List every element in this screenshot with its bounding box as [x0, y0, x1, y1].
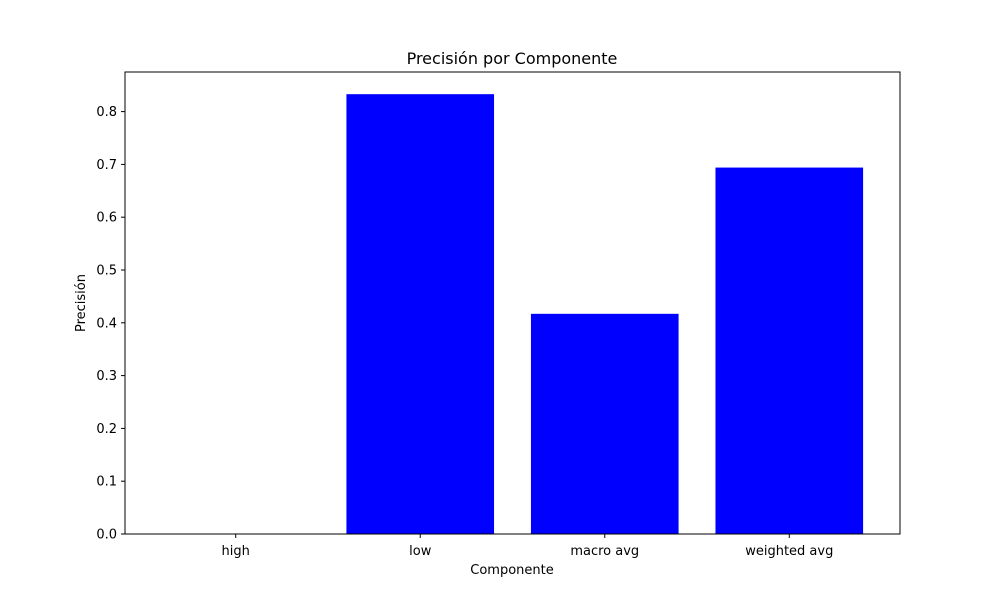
- bar-weighted-avg: [715, 167, 864, 534]
- y-axis-label: Precisión: [74, 274, 89, 332]
- plot-frame: [124, 71, 901, 535]
- y-tick-label: 0.5: [96, 264, 117, 279]
- bar-macro-avg: [530, 313, 679, 534]
- y-tick-label: 0.8: [96, 105, 117, 120]
- y-tick-label: 0.2: [96, 422, 117, 437]
- bars-group: [346, 94, 864, 535]
- x-tick-label: low: [409, 544, 432, 559]
- y-tick-label: 0.7: [96, 158, 117, 173]
- y-axis-ticks: 0.0 0.1 0.2 0.3 0.4 0.5 0.6 0.7 0.8: [96, 105, 125, 543]
- y-tick-label: 0.6: [96, 211, 117, 226]
- y-tick-label: 0.0: [96, 528, 117, 543]
- x-axis-ticks: high low macro avg weighted avg: [222, 534, 833, 559]
- y-tick-label: 0.1: [96, 475, 117, 490]
- bar-low: [346, 94, 495, 535]
- y-tick-label: 0.4: [96, 316, 117, 331]
- x-axis-label: Componente: [470, 563, 553, 578]
- y-tick-label: 0.3: [96, 369, 117, 384]
- x-tick-label: macro avg: [570, 544, 639, 559]
- x-tick-label: weighted avg: [745, 544, 833, 559]
- x-tick-label: high: [222, 544, 250, 559]
- chart-title: Precisión por Componente: [407, 49, 618, 68]
